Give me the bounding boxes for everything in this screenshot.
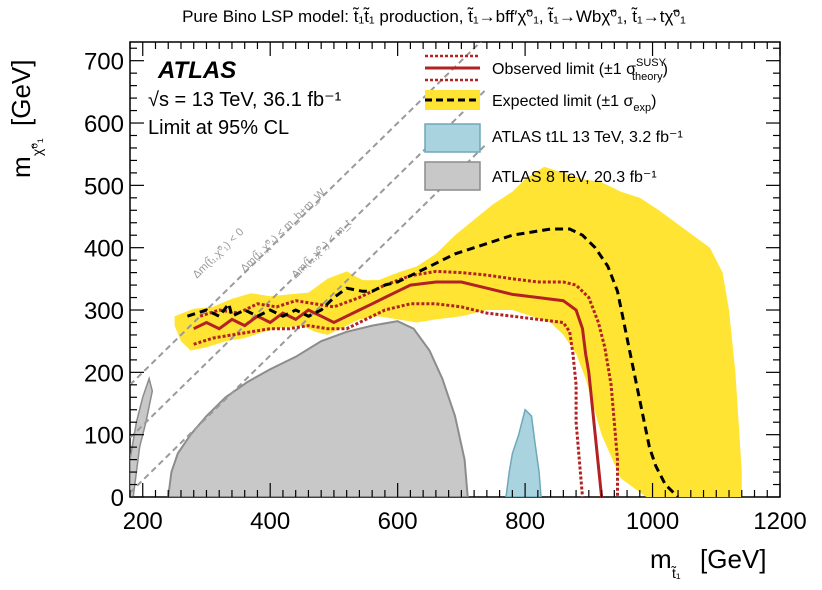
y-axis-label: m χ̃⁰₁ [GeV] [6, 60, 45, 178]
svg-text:χ̃⁰₁: χ̃⁰₁ [29, 138, 45, 156]
y-tick-label: 500 [84, 173, 124, 200]
expected-line [186, 227, 680, 497]
observed-line [193, 280, 604, 497]
legend: Observed limit (±1 σSUSY theory) Expected… [424, 54, 683, 191]
x-tick-label: 1000 [626, 508, 679, 535]
svg-text:t̃₁: t̃₁ [671, 565, 681, 581]
run1-region [167, 320, 469, 497]
y-tick-label: 0 [111, 485, 124, 512]
diagonal-label-0: Δm(t̃₁,χ̃⁰₁) < 0 [190, 226, 246, 281]
svg-text:[GeV]: [GeV] [700, 544, 766, 574]
y-tick-label: 300 [84, 298, 124, 325]
run1-region-small [130, 375, 154, 497]
x-tick-label: 400 [250, 508, 290, 535]
observed-up-line [199, 269, 619, 497]
svg-text:[GeV]: [GeV] [6, 60, 36, 126]
atlas-label: ATLAS [157, 57, 236, 84]
x-tick-label: 800 [505, 508, 545, 535]
svg-text:m: m [650, 544, 672, 574]
diagonal-line-2 [130, 142, 488, 494]
x-tick-label: 200 [123, 508, 163, 535]
y-tick-label: 200 [84, 360, 124, 387]
expected-band [174, 166, 742, 497]
y-tick-label: 600 [84, 111, 124, 138]
svg-text:m: m [6, 156, 36, 178]
observed-down-line [193, 302, 584, 497]
chart-title: Pure Bino LSP model: t̃₁t̃₁ production, … [182, 7, 686, 26]
x-axis-label: m t̃₁ [GeV] [650, 544, 766, 581]
energy-label: √s = 13 TeV, 36.1 fb⁻¹ [148, 89, 342, 111]
cl-label: Limit at 95% CL [148, 117, 289, 139]
t1l-region [505, 408, 542, 497]
x-tick-label: 1200 [753, 508, 806, 535]
legend-t1l: ATLAS t1L 13 TeV, 3.2 fb⁻¹ [492, 129, 683, 146]
diagonal-label-2: Δm(t̃₁,χ̃⁰₁) < m_t [289, 217, 354, 281]
legend-expected: Expected limit (±1 σexp) [492, 93, 656, 114]
y-tick-label: 700 [84, 49, 124, 76]
legend-run1: ATLAS 8 TeV, 20.3 fb⁻¹ [492, 169, 657, 186]
y-tick-label: 100 [84, 423, 124, 450]
x-tick-label: 600 [378, 508, 418, 535]
legend-observed: Observed limit (±1 σSUSY theory) [492, 57, 668, 83]
y-tick-label: 400 [84, 236, 124, 263]
